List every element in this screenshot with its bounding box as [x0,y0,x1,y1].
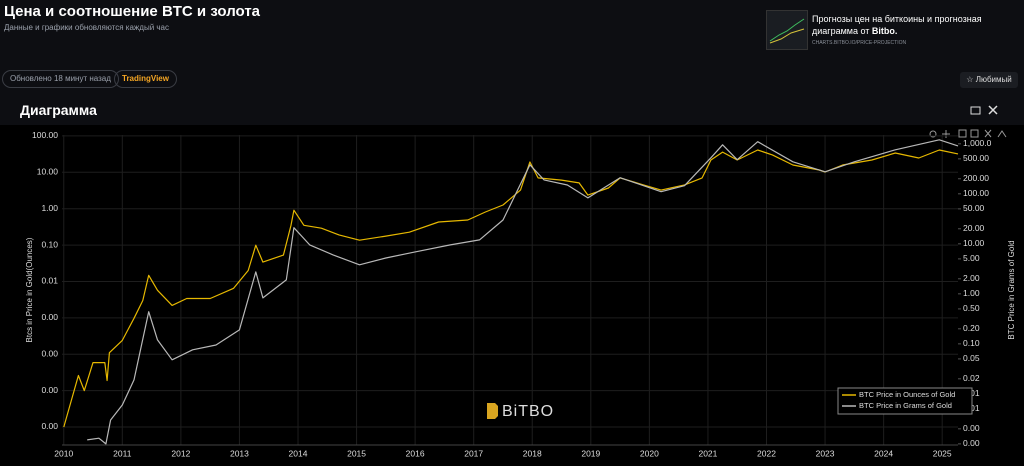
y2-tick-label: 500.00 [963,153,989,163]
x-tick-label: 2021 [698,448,717,458]
x-tick-label: 2022 [757,448,776,458]
section-title: Диаграмма [20,102,97,118]
promo-url[interactable]: CHARTS.BITBO.IO/PRICE-PROJECTION [812,40,907,46]
y-tick-label: 100.00 [32,130,58,140]
y2-tick-label: 0.10 [963,338,980,348]
y2-tick-label: 2.00 [963,273,980,283]
x-tick-label: 2013 [230,448,249,458]
x-tick-label: 2012 [171,448,190,458]
legend-box [837,387,973,415]
y-tick-label: 0.00 [41,312,58,322]
promo-text[interactable]: Прогнозы цен на биткоины и прогнозная ди… [812,13,1012,37]
y2-axis-title: BTC Price in Grams of Gold [1007,240,1016,339]
y-tick-label: 0.01 [41,276,58,286]
y-tick-label: 0.10 [41,239,58,249]
chart-actions [970,105,998,115]
chart-toolbar [929,129,1007,138]
series-line [63,149,959,428]
zoom-out-icon[interactable] [970,129,979,138]
watermark: BiTBO [502,403,554,420]
page-subtitle: Данные и графики обновляются каждый час [4,23,169,32]
x-tick-label: 2015 [347,448,366,458]
x-tick-label: 2016 [406,448,425,458]
x-tick-label: 2018 [523,448,542,458]
y2-tick-label: 10.00 [963,238,985,248]
reset-icon[interactable] [984,129,992,138]
promo-link[interactable]: Bitbo. [871,26,898,36]
updated-badge: Обновлено 18 минут назад [2,70,119,88]
y2-tick-label: 5.00 [963,253,980,263]
x-tick-label: 2014 [289,448,308,458]
pan-icon[interactable] [942,130,950,138]
legend: BTC Price in Ounces of Gold BTC Price in … [837,387,973,415]
favorite-button[interactable]: ☆ Любимый [960,72,1018,88]
source-button[interactable]: TradingView [114,70,177,88]
y2-tick-label: 20.00 [963,223,985,233]
zoom-icon[interactable] [929,130,937,138]
y2-tick-label: 1.00 [963,288,980,298]
y2-tick-label: 100.00 [963,188,989,198]
y-tick-label: 10.00 [37,167,59,177]
series-line [87,139,959,445]
y2-tick-label: 0.00 [963,423,980,433]
thumbnail-graphic [769,18,805,44]
legend-label: BTC Price in Grams of Gold [859,401,952,410]
legend-label: BTC Price in Ounces of Gold [859,390,955,399]
x-tick-label: 2025 [933,448,952,458]
fullscreen-icon[interactable] [988,105,998,115]
y-tick-label: 0.00 [41,385,58,395]
chart: 2010 2011 2012 2013 2014 2015 2016 2017 2018 2019… [0,125,1024,466]
y2-tick-label: 0.50 [963,303,980,313]
x-tick-label: 2024 [874,448,893,458]
watermark-logo [487,403,498,419]
y2-tick-label: 0.02 [963,373,980,383]
x-tick-label: 2011 [113,448,132,458]
y2-tick-label: 1,000.0 [963,138,992,148]
y-tick-label: 0.00 [41,348,58,358]
promo-thumbnail[interactable] [766,10,808,50]
x-tick-label: 2010 [54,448,73,458]
y-tick-label: 1.00 [41,203,58,213]
y2-tick-label: 200.00 [963,173,989,183]
x-tick-label: 2020 [640,448,659,458]
favorite-label: Любимый [975,75,1012,84]
x-tick-label: 2023 [816,448,835,458]
y2-tick-label: 0.20 [963,323,980,333]
x-tick-label: 2017 [464,448,483,458]
y2-tick-label: 0.05 [963,353,980,363]
page-title: Цена и соотношение BTC и золота [4,3,261,20]
y-axis-title: Btcs in Price in Gold(Ounces) [25,237,34,342]
y-tick-label: 0.00 [41,421,58,431]
snapshot-icon[interactable] [970,106,981,115]
home-icon[interactable] [997,130,1007,138]
zoom-in-icon[interactable] [958,129,967,138]
y2-tick-label: 50.00 [963,203,985,213]
promo-body: Прогнозы цен на биткоины и прогнозная ди… [812,14,982,36]
y2-tick-label: 0.00 [963,438,980,448]
x-tick-label: 2019 [581,448,600,458]
